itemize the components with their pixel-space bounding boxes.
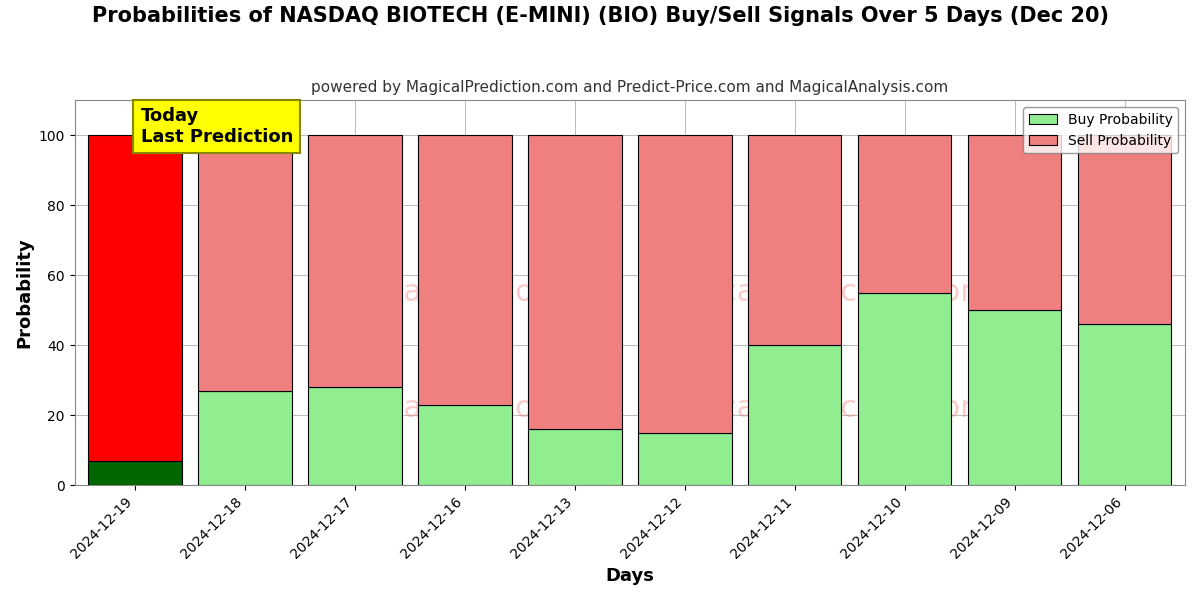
Bar [308,387,402,485]
Text: calAnalysis.com: calAnalysis.com [319,278,563,307]
Bar [858,136,952,293]
Text: Probabilities of NASDAQ BIOTECH (E-MINI) (BIO) Buy/Sell Signals Over 5 Days (Dec: Probabilities of NASDAQ BIOTECH (E-MINI)… [91,6,1109,26]
Bar [528,429,622,485]
Bar [198,391,292,485]
Text: calAnalysis.com: calAnalysis.com [319,394,563,422]
Bar [89,461,182,485]
Bar [748,136,841,345]
X-axis label: Days: Days [605,567,654,585]
Bar [638,433,732,485]
Text: MagicalPrediction.com: MagicalPrediction.com [647,278,990,307]
Text: MagicalPrediction.com: MagicalPrediction.com [647,394,990,422]
Legend: Buy Probability, Sell Probability: Buy Probability, Sell Probability [1024,107,1178,154]
Bar [1078,136,1171,324]
Y-axis label: Probability: Probability [16,238,34,348]
Bar [89,136,182,461]
Title: powered by MagicalPrediction.com and Predict-Price.com and MagicalAnalysis.com: powered by MagicalPrediction.com and Pre… [311,80,948,95]
Bar [638,136,732,433]
Bar [968,136,1061,310]
Bar [1078,324,1171,485]
Bar [748,345,841,485]
Bar [858,293,952,485]
Bar [968,310,1061,485]
Bar [308,136,402,387]
Bar [419,136,511,405]
Bar [198,136,292,391]
Text: Today
Last Prediction: Today Last Prediction [140,107,293,146]
Bar [419,405,511,485]
Bar [528,136,622,429]
